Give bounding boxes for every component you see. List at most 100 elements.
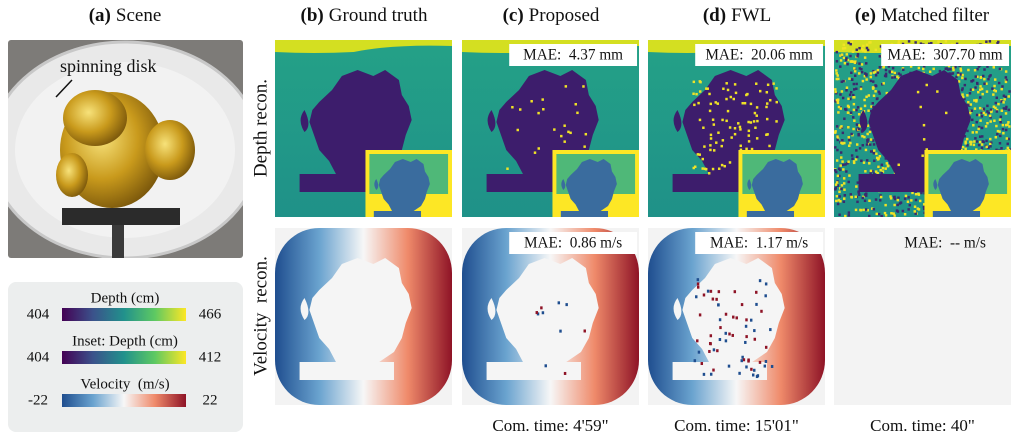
noise — [1002, 132, 1004, 135]
noise — [837, 203, 839, 206]
noise — [744, 341, 746, 344]
noise — [703, 373, 705, 376]
noise — [849, 60, 851, 63]
noise — [835, 187, 837, 190]
noise — [877, 69, 879, 72]
noise — [699, 153, 701, 156]
noise — [560, 135, 562, 138]
noise — [517, 129, 519, 132]
noise — [873, 71, 875, 74]
noise — [995, 102, 997, 105]
noise — [710, 334, 712, 337]
noise — [776, 101, 778, 104]
noise — [964, 78, 966, 81]
noise — [866, 133, 868, 136]
noise — [741, 303, 743, 306]
noise — [703, 145, 705, 148]
noise — [841, 139, 843, 142]
noise — [541, 98, 543, 101]
noise — [854, 74, 856, 77]
noise — [989, 145, 991, 148]
noise — [747, 360, 749, 363]
noise — [904, 197, 906, 200]
noise — [918, 208, 920, 211]
noise — [849, 94, 851, 97]
noise — [755, 303, 757, 306]
noise — [582, 85, 584, 88]
noise — [873, 143, 875, 146]
noise — [983, 82, 985, 85]
noise — [989, 120, 991, 123]
noise — [875, 198, 877, 201]
noise — [899, 74, 901, 77]
mae-label: MAE: -- m/s — [904, 234, 986, 251]
noise — [837, 98, 839, 101]
noise — [852, 96, 854, 99]
noise — [914, 205, 916, 208]
noise — [991, 87, 993, 90]
noise — [767, 84, 769, 87]
noise — [996, 110, 998, 113]
noise — [1002, 101, 1004, 104]
noise — [864, 200, 866, 203]
noise — [923, 124, 925, 127]
noise — [713, 348, 715, 351]
noise — [891, 76, 893, 79]
noise — [999, 118, 1001, 121]
noise — [741, 359, 743, 362]
noise — [863, 99, 865, 102]
noise — [986, 122, 988, 125]
noise — [766, 102, 768, 105]
noise — [699, 81, 701, 84]
noise — [850, 196, 852, 199]
noise — [876, 97, 878, 100]
noise — [848, 106, 850, 109]
noise — [702, 126, 704, 129]
noise — [858, 113, 860, 116]
noise — [909, 204, 911, 207]
noise — [709, 149, 711, 152]
noise — [876, 213, 878, 216]
noise — [855, 158, 857, 161]
noise — [750, 103, 752, 106]
noise — [843, 197, 845, 200]
panel: MAE: 0.86 m/s — [462, 228, 639, 405]
noise — [729, 126, 731, 128]
noise — [842, 47, 844, 50]
noise — [893, 196, 895, 199]
noise — [834, 91, 836, 94]
noise — [707, 87, 709, 90]
noise — [719, 326, 721, 329]
panel-title: (d)FWL — [703, 5, 771, 26]
noise — [977, 91, 979, 94]
noise — [836, 74, 838, 77]
noise — [839, 164, 841, 167]
noise — [553, 128, 555, 131]
noise — [709, 110, 711, 113]
noise — [536, 311, 538, 314]
noise — [836, 159, 838, 162]
noise — [840, 188, 842, 191]
noise — [837, 175, 839, 178]
noise — [869, 143, 871, 146]
noise — [748, 130, 750, 133]
noise — [725, 313, 727, 316]
noise — [967, 69, 969, 72]
noise — [856, 49, 858, 52]
noise — [848, 144, 850, 147]
noise — [999, 142, 1001, 145]
noise — [996, 133, 998, 136]
noise — [861, 71, 863, 74]
noise — [889, 195, 891, 198]
noise — [1001, 85, 1003, 88]
noise — [974, 69, 976, 72]
noise — [868, 215, 870, 218]
noise — [915, 199, 917, 202]
noise — [565, 303, 567, 306]
noise — [865, 73, 867, 76]
noise — [537, 112, 539, 115]
noise — [1007, 147, 1009, 150]
noise — [952, 72, 954, 75]
panel-title: (a)Scene — [89, 5, 162, 26]
panel — [275, 40, 452, 220]
